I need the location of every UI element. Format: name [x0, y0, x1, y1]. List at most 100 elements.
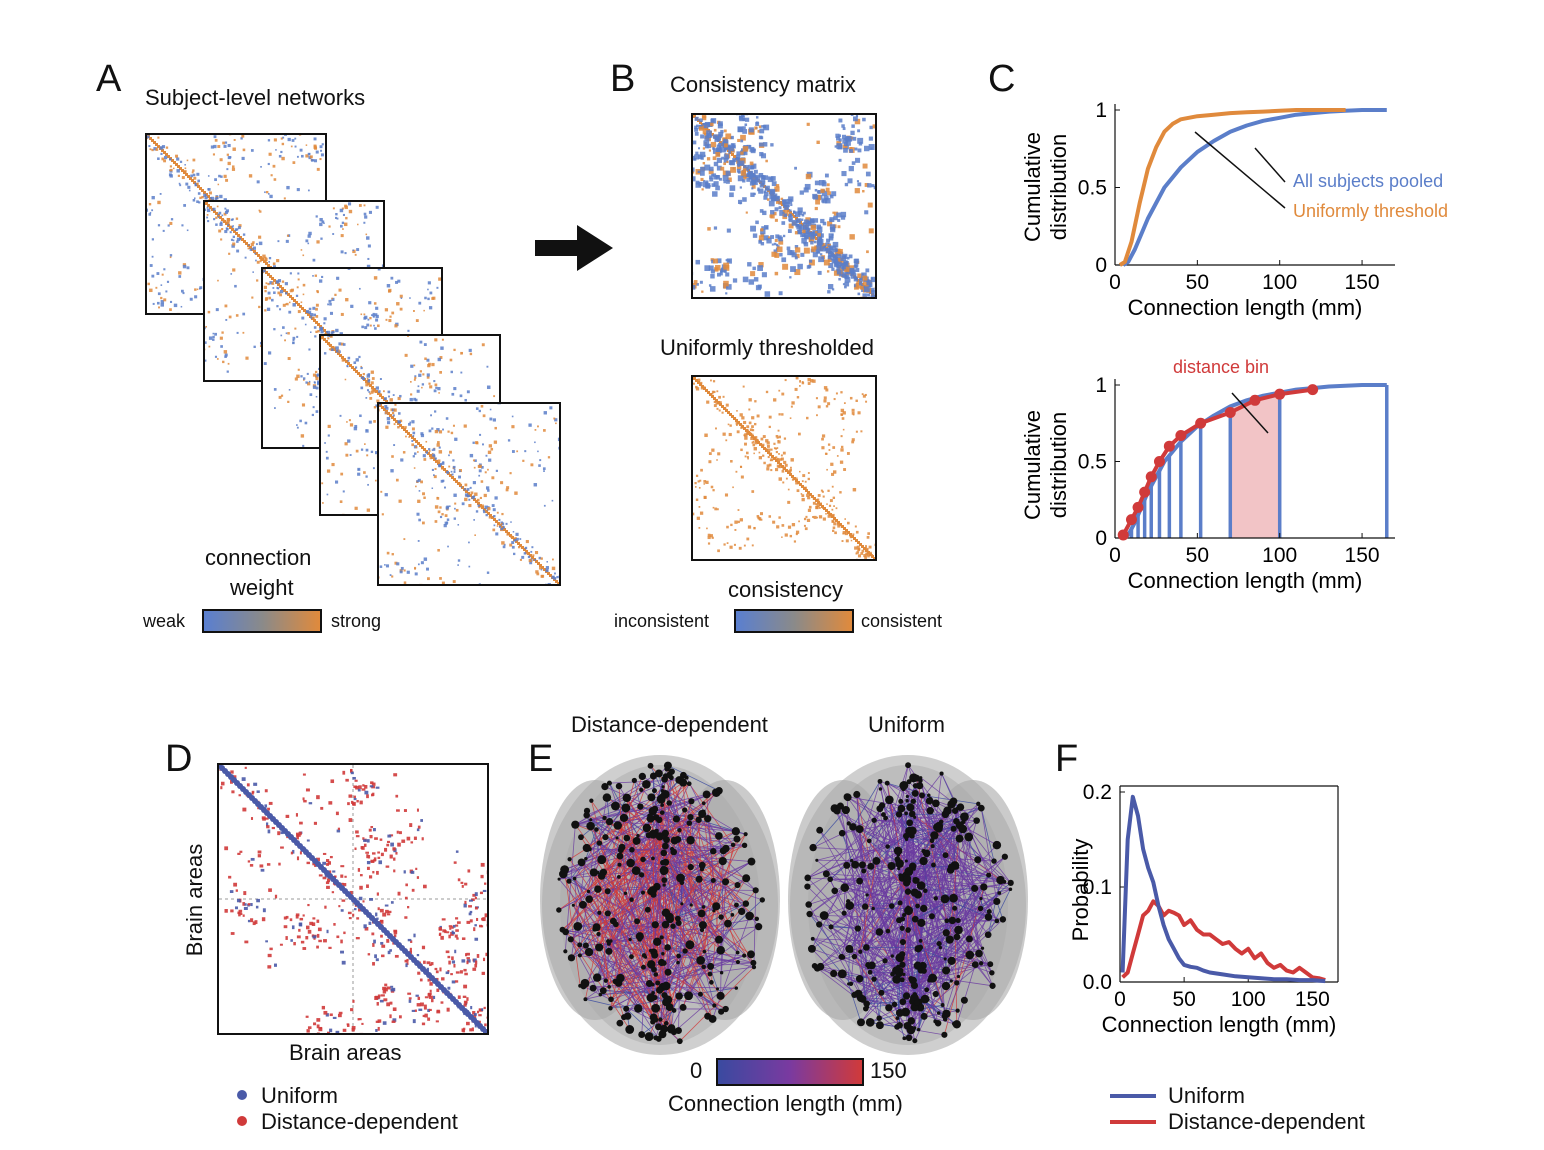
highlight-bin [1230, 392, 1280, 538]
y-tick-label: 0 [1095, 254, 1107, 277]
bin-point [1249, 394, 1261, 406]
panel-e-title-left: Distance-dependent [571, 712, 768, 737]
colorbar-b-min: inconsistent [614, 611, 710, 631]
colorbar-a-title-1: connection [205, 545, 312, 570]
colorbar-b-max: consistent [861, 611, 943, 631]
matrix-pattern [219, 765, 487, 1033]
bin-point [1153, 456, 1165, 467]
annotation-all-subjects: All subjects pooled [1293, 171, 1443, 191]
y-tick-label: 1 [1095, 99, 1107, 122]
bin-point [1132, 501, 1144, 513]
x-tick-label: 100 [1262, 544, 1297, 567]
brain-nodes [804, 762, 1014, 1044]
y-tick-label: 0.0 [1083, 971, 1112, 994]
y-axis-label-group: Cumulative distribution [1020, 410, 1071, 520]
bin-point [1274, 388, 1286, 400]
series-uniform [1120, 794, 1326, 984]
legend-f-lines [1110, 1094, 1156, 1124]
y-tick-label: 0.5 [1078, 177, 1107, 200]
y-axis-label-line2: distribution [1046, 412, 1071, 518]
x-tick-label: 150 [1345, 271, 1380, 294]
x-tick-label: 50 [1172, 988, 1195, 1011]
chart-f: 0 50 100 150 0.0 0.1 0.2 Connection length (mm)… [1068, 781, 1339, 1037]
bin-point [1307, 384, 1319, 396]
panel-a-title: Subject-level networks [145, 85, 366, 110]
bin-point [1125, 514, 1137, 526]
matrix-cells [379, 404, 559, 584]
panel-label-d: D [165, 738, 193, 780]
x-tick-label: 0 [1109, 544, 1121, 567]
x-axis-label: Connection length (mm) [1128, 295, 1363, 320]
legend-uniform-marker [237, 1090, 247, 1100]
y-tick-label: 0.5 [1078, 451, 1107, 474]
brain-network-uniform [788, 755, 1028, 1055]
arrow-right-icon [535, 225, 613, 271]
annotation-pointer [1231, 392, 1269, 434]
bin-point [1224, 407, 1236, 419]
y-axis-label-group: Cumulative distribution [1020, 132, 1071, 242]
legend-d-distance: Distance-dependent [261, 1109, 458, 1134]
y-axis-label-line1: Cumulative [1020, 132, 1045, 242]
annotation-uniform-threshold: Uniformly threshold [1293, 201, 1448, 221]
panel-label-a: A [96, 58, 122, 100]
x-tick-label: 150 [1295, 988, 1330, 1011]
panel-label-b: B [610, 58, 636, 100]
colorbar-a-title-2: weight [230, 575, 294, 600]
colorbar-e-max: 150 [870, 1058, 907, 1083]
panel-label-f: F [1055, 738, 1079, 780]
colorbar-b [734, 609, 854, 633]
matrix-cells [693, 377, 875, 559]
y-tick-label: 0.1 [1083, 876, 1112, 899]
x-tick-label: 100 [1231, 988, 1266, 1011]
consistency-matrix [691, 113, 877, 299]
thresholded-matrix [691, 375, 877, 561]
chart-c-bottom: 0 50 100 150 0 0.5 1 Connection length (mm) Cumu… [1020, 357, 1395, 593]
x-tick-label: 100 [1262, 271, 1297, 294]
x-tick-label: 150 [1345, 544, 1380, 567]
colorbar-a [202, 609, 322, 633]
bin-point [1175, 429, 1187, 441]
x-axis-label: Connection length (mm) [1102, 1012, 1337, 1037]
legend-f-distance: Distance-dependent [1168, 1109, 1365, 1134]
colorbar-e-min: 0 [690, 1058, 703, 1083]
legend-d-markers [237, 1090, 247, 1126]
matrix-pattern [693, 377, 875, 559]
y-tick-label: 1 [1095, 374, 1107, 397]
annotation-distance-bin: distance bin [1173, 357, 1269, 377]
y-axis-label: Probability [1068, 839, 1093, 942]
y-tick-label: 0 [1095, 527, 1107, 550]
brain-nodes [556, 761, 765, 1045]
bin-point [1139, 486, 1151, 498]
overlay-matrix [217, 763, 489, 1035]
matrix-pattern [379, 404, 559, 584]
legend-distance-marker [237, 1116, 247, 1126]
panel-b-title-top: Consistency matrix [670, 72, 856, 97]
y-axis-label-line2: distribution [1046, 134, 1071, 240]
panel-label-e: E [528, 738, 554, 780]
x-tick-label: 0 [1114, 988, 1126, 1011]
series-distance-dependent [1121, 899, 1326, 983]
matrix-pattern [693, 115, 875, 297]
chart-c-top: 0 50 100 150 0 0.5 1 Connection length (mm) Cumu… [1020, 99, 1448, 320]
colorbar-a-min: weak [143, 611, 186, 631]
legend-f-uniform: Uniform [1168, 1083, 1246, 1108]
bin-point [1117, 529, 1129, 541]
y-axis-label-line1: Cumulative [1020, 410, 1045, 520]
x-tick-label: 50 [1186, 271, 1209, 294]
matrix-cells [219, 765, 487, 1033]
colorbar-b-title: consistency [728, 577, 843, 602]
annotation-pointer-2 [1254, 147, 1286, 183]
series-uniform-threshold [1118, 108, 1346, 267]
brain-network-distance [540, 755, 780, 1055]
colorbar-a-max: strong [331, 611, 382, 631]
colorbar-e-label: Connection length (mm) [668, 1091, 903, 1116]
annotation-pointer-1 [1194, 131, 1286, 209]
bin-point [1145, 471, 1157, 483]
matrix-cells [693, 115, 875, 297]
panel-b-title-bottom: Uniformly thresholded [660, 335, 874, 360]
bin-point [1195, 417, 1207, 429]
panel-label-c: C [988, 58, 1016, 100]
panel-d-ylabel: Brain areas [182, 843, 207, 957]
subject-matrix-5 [377, 402, 561, 586]
x-axis-label: Connection length (mm) [1128, 568, 1363, 593]
